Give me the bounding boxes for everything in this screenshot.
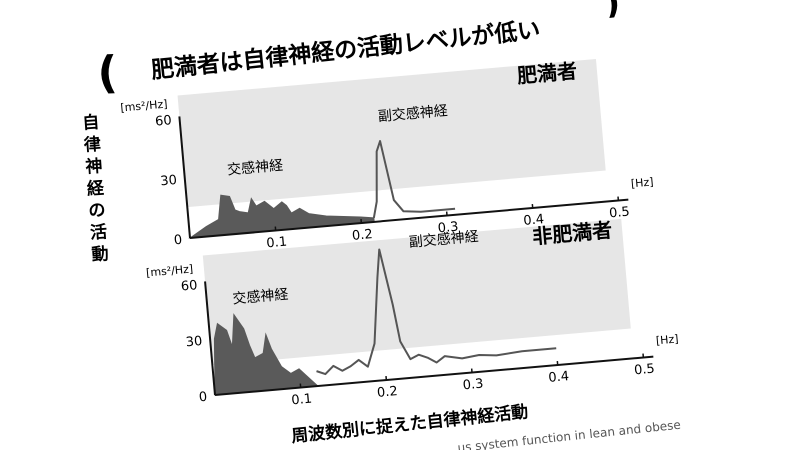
x-unit-label: [Hz] — [630, 175, 654, 190]
y-axis-title-char: 経 — [86, 177, 105, 199]
y-axis-title-char: 神 — [85, 156, 103, 178]
x-tick-label: 0.1 — [291, 392, 313, 409]
x-unit-label: [Hz] — [655, 332, 679, 347]
title-bracket-right: ) — [602, 0, 623, 23]
y-unit-label: [ms²/Hz] — [120, 97, 168, 114]
y-axis-title-char: 動 — [91, 243, 109, 265]
y-tick-label: 30 — [160, 173, 178, 189]
y-axis-title-group: 自律神経の活動 — [81, 112, 111, 266]
x-tick-label: 0.5 — [608, 205, 630, 222]
y-axis-title-char: 活 — [89, 221, 107, 243]
x-tick-label: 0.3 — [462, 377, 484, 394]
y-axis-title: 自律神経の活動 — [81, 112, 111, 266]
y-axis-title-char: の — [88, 200, 106, 221]
y-tick-label: 60 — [180, 278, 198, 294]
y-axis-title-char: 律 — [82, 134, 101, 156]
x-tick-label: 0.5 — [633, 362, 655, 379]
y-tick-label: 30 — [185, 334, 203, 350]
y-unit-label: [ms²/Hz] — [146, 262, 194, 279]
x-tick-label: 0.2 — [376, 384, 398, 401]
y-tick-label: 0 — [173, 233, 183, 249]
y-tick-label: 60 — [155, 113, 173, 129]
y-tick-label: 0 — [198, 390, 208, 406]
x-tick-label: 0.4 — [548, 369, 570, 386]
title-bracket-left: ( — [97, 47, 119, 99]
y-axis-title-char: 自 — [82, 112, 100, 134]
